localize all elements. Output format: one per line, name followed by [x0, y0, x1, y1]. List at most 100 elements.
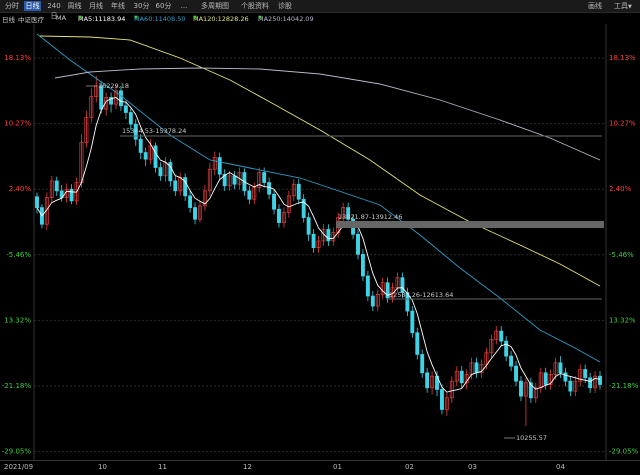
candle-body: [158, 167, 163, 177]
candle-body: [390, 287, 395, 299]
x-axis-label: 04: [556, 463, 565, 471]
draw-line-label: 画线: [588, 2, 602, 10]
x-axis-label: 01: [333, 463, 342, 471]
candle-body: [316, 240, 321, 248]
candle-body: [568, 380, 573, 392]
zone-label-1: 15344.53-15378.24: [122, 127, 186, 135]
candle-body: [128, 112, 133, 125]
candle-body: [301, 198, 306, 218]
candle-body: [119, 90, 123, 107]
candle-body: [583, 369, 588, 379]
candle-body: [563, 372, 568, 382]
toolbar-button-5[interactable]: 年线: [111, 2, 125, 10]
candle-body: [523, 382, 528, 397]
candle-body: [365, 275, 370, 297]
candle-body: [247, 190, 252, 200]
candle-body: [217, 157, 222, 175]
candle-body: [400, 277, 405, 294]
toolbar-button-8[interactable]: ...: [180, 2, 188, 10]
candle-body: [296, 183, 301, 200]
toolbar-button-7[interactable]: 60分: [155, 2, 172, 10]
y-axis-label-right: -5.46%: [609, 251, 634, 259]
candle-body: [222, 173, 227, 187]
tools-button[interactable]: 工具▼: [614, 1, 632, 11]
ma250-line: [54, 67, 601, 161]
candle-body: [494, 330, 499, 340]
candle-body: [425, 372, 430, 389]
toolbar-button-2[interactable]: 240日: [47, 2, 61, 20]
candle-body: [277, 208, 281, 223]
candle-body: [415, 332, 420, 355]
candle-body: [356, 233, 360, 255]
ma120-line: [39, 35, 601, 287]
legend-ma: MA: [56, 14, 67, 22]
toolbar-button-9[interactable]: 多周期图: [201, 2, 229, 10]
candle-body: [346, 207, 351, 220]
zone-label-3: 12587.26-12613.64: [389, 291, 453, 299]
candle-body: [281, 212, 286, 223]
x-axis-label: 12: [243, 463, 252, 471]
candle-body: [267, 182, 272, 195]
candle-body: [444, 397, 449, 410]
candle-body: [420, 354, 425, 374]
toolbar-button-11[interactable]: 诊股: [278, 2, 292, 10]
toolbar-button-4[interactable]: 月线: [89, 2, 103, 10]
candle-body: [543, 372, 548, 385]
y-axis-label-left: -21.18%: [2, 382, 32, 390]
x-axis-label: 10: [98, 463, 107, 471]
candle-body: [326, 228, 331, 242]
y-axis-label-right: -21.18%: [609, 382, 639, 390]
candle-body: [558, 362, 563, 374]
candle-body: [272, 193, 277, 210]
candle-body: [89, 96, 94, 118]
y-axis-label-left: 18.13%: [4, 54, 31, 62]
candle-body: [509, 355, 514, 367]
chevron-down-icon: ▼: [628, 4, 632, 10]
candle-body: [449, 380, 454, 399]
legend-index-name: 中证医疗: [18, 16, 44, 24]
candle-body: [286, 195, 291, 213]
candle-body: [410, 310, 415, 334]
toolbar-button-3[interactable]: 周线: [67, 2, 82, 10]
ma5-line: [36, 96, 601, 393]
low-label: 10255.57: [516, 434, 547, 442]
toolbar-button-0[interactable]: 分时: [5, 2, 19, 10]
candle-body: [123, 105, 128, 113]
candle-body: [133, 123, 138, 140]
candle-body: [99, 85, 104, 110]
candle-body: [573, 380, 578, 392]
candle-body: [153, 145, 158, 168]
candle-body: [202, 190, 207, 207]
x-axis-label: 11: [158, 463, 167, 471]
candle-body: [54, 180, 59, 192]
candle-body: [385, 282, 390, 299]
toolbar-button-10[interactable]: 个股资料: [241, 2, 269, 10]
candle-body: [138, 138, 143, 153]
candle-body: [173, 180, 178, 192]
draw-line-button[interactable]: 画线: [588, 1, 602, 11]
toolbar-button-1[interactable]: 日线: [24, 1, 41, 11]
y-axis-label-right: -29.05%: [609, 448, 639, 456]
candle-body: [474, 362, 479, 374]
candle-body: [553, 362, 558, 375]
chart-toolbar: 分时 日线 240日 周线 月线 年线 30分 60分... 多周期图 个股资料 诊股 画线 工具▼: [0, 0, 640, 20]
tools-label: 工具: [614, 2, 628, 10]
candle-body: [84, 117, 89, 143]
candle-body: [227, 175, 232, 187]
candle-body: [514, 365, 518, 382]
ma60-line: [36, 33, 601, 363]
candle-body: [598, 375, 602, 385]
toolbar-button-6[interactable]: 30分: [133, 2, 150, 10]
y-axis-label-right: 18.13%: [609, 54, 636, 62]
candle-body: [311, 233, 316, 248]
candle-body: [548, 374, 553, 385]
candlestick-chart[interactable]: 18.13% 18.13% 10.27% 10.27% 2.40% 2.40% -5.46%…: [0, 24, 640, 460]
y-axis-label-right: 10.27%: [609, 120, 636, 128]
candle-body: [35, 196, 39, 208]
y-axis-label-left: 10.27%: [4, 120, 31, 128]
candle-body: [183, 177, 188, 197]
candle-body: [232, 175, 237, 185]
x-axis: 2021/09 10 11 12 01 02 03 04: [0, 460, 640, 475]
y-axis-label-left: 2.40%: [9, 185, 32, 193]
candle-body: [499, 330, 504, 342]
